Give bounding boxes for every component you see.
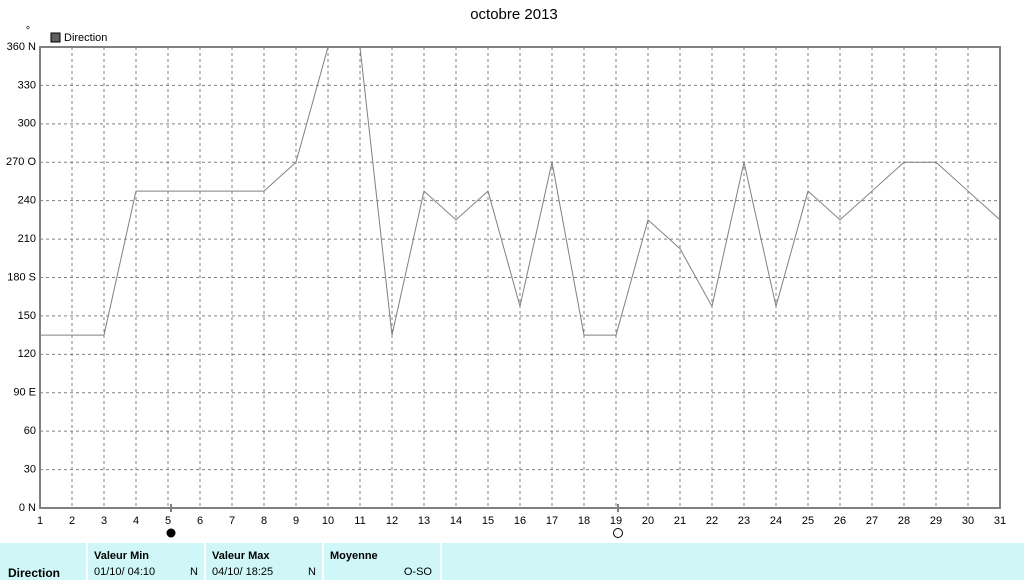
min-date: 01/10/ 04:10 <box>94 566 156 578</box>
x-tick-label: 6 <box>197 515 203 527</box>
series-line <box>40 46 1001 336</box>
y-tick-label: 150 <box>18 310 36 322</box>
y-axis-label: ° <box>26 25 30 37</box>
y-tick-label: 330 <box>18 79 36 91</box>
col-title: Moyenne <box>330 550 378 562</box>
x-tick-label: 27 <box>866 515 878 527</box>
y-tick-label: 360 N <box>7 41 36 53</box>
moon-new <box>613 528 623 538</box>
x-tick-label: 22 <box>706 515 718 527</box>
x-tick-label: 7 <box>229 515 235 527</box>
x-tick-label: 19 <box>610 515 622 527</box>
x-tick-label: 9 <box>293 515 299 527</box>
x-tick-label: 12 <box>386 515 398 527</box>
x-tick-label: 17 <box>546 515 558 527</box>
y-tick-label: 120 <box>18 348 36 360</box>
max-cell: Valeur Max 04/10/ 18:25 N <box>206 543 324 580</box>
x-tick-label: 29 <box>930 515 942 527</box>
chart-title: octobre 2013 <box>470 6 558 23</box>
x-tick-label: 31 <box>994 515 1006 527</box>
x-tick-label: 18 <box>578 515 590 527</box>
x-tick-label: 21 <box>674 515 686 527</box>
x-tick-label: 28 <box>898 515 910 527</box>
x-tick-label: 3 <box>101 515 107 527</box>
max-dir: N <box>308 566 316 578</box>
x-tick-label: 15 <box>482 515 494 527</box>
x-tick-label: 4 <box>133 515 139 527</box>
legend-label: Direction <box>64 32 107 44</box>
x-tick-label: 26 <box>834 515 846 527</box>
summary-table: Direction Valeur Min 01/10/ 04:10 N Vale… <box>0 543 1024 580</box>
min-cell: Valeur Min 01/10/ 04:10 N <box>88 543 206 580</box>
y-tick-label: 30 <box>24 463 36 475</box>
col-title: Valeur Max <box>212 550 270 562</box>
x-tick-label: 10 <box>322 515 334 527</box>
plot-frame <box>39 46 1001 509</box>
max-date: 04/10/ 18:25 <box>212 566 274 578</box>
x-tick-label: 13 <box>418 515 430 527</box>
moon-full <box>166 528 176 538</box>
x-tick-label: 8 <box>261 515 267 527</box>
y-tick-label: 240 <box>18 195 36 207</box>
y-tick-label: 0 N <box>19 502 36 514</box>
col-title: Valeur Min <box>94 550 150 562</box>
y-tick-label: 90 E <box>13 387 36 399</box>
x-tick-label: 1 <box>37 515 43 527</box>
y-tick-label: 180 S <box>7 271 36 283</box>
x-tick-label: 25 <box>802 515 814 527</box>
x-tick-label: 23 <box>738 515 750 527</box>
row-label-cell: Direction <box>0 543 88 580</box>
x-tick-label: 14 <box>450 515 462 527</box>
x-tick-label: 16 <box>514 515 526 527</box>
x-tick-label: 24 <box>770 515 782 527</box>
min-dir: N <box>190 566 198 578</box>
row-label: Direction <box>8 566 61 580</box>
x-tick-label: 5 <box>165 515 171 527</box>
x-tick-label: 11 <box>354 515 365 527</box>
x-tick-label: 30 <box>962 515 974 527</box>
y-tick-label: 210 <box>18 233 36 245</box>
legend-swatch <box>50 32 61 43</box>
mean-cell: Moyenne O-SO <box>324 543 442 580</box>
y-tick-label: 300 <box>18 118 36 130</box>
y-tick-label: 270 O <box>6 156 36 168</box>
x-tick-label: 2 <box>69 515 75 527</box>
x-tick-label: 20 <box>642 515 654 527</box>
y-tick-label: 60 <box>24 425 36 437</box>
mean-value: O-SO <box>403 566 432 578</box>
